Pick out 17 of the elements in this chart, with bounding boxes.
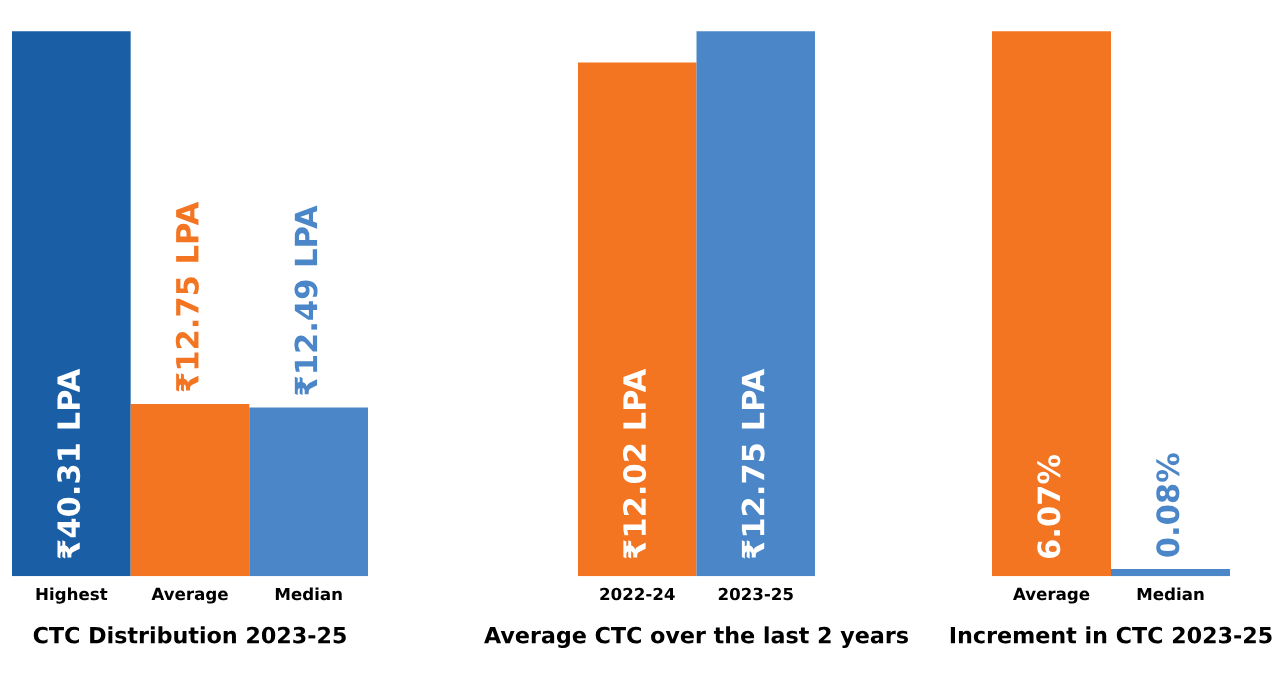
data-label: ₹40.31 LPA (57, 368, 81, 559)
text: Average CTC over the last 2 years (484, 626, 908, 649)
data-label: ₹12.02 LPA (623, 368, 647, 559)
text: Increment in CTC 2023-25 (950, 626, 1272, 644)
data-label: ₹12.75 LPA (175, 201, 199, 392)
x-tick-label: Average (1013, 587, 1090, 604)
x-tick-label: Median (1137, 587, 1204, 601)
x-tick-label: 2023-25 (718, 587, 793, 601)
data-label: 6.07% (1037, 454, 1061, 559)
data-label: 0.08% (1156, 453, 1180, 557)
x-tick-label: 2022-24 (600, 587, 675, 601)
data-label: ₹12.49 LPA (294, 205, 318, 395)
x-tick-label: Average (151, 587, 228, 604)
x-tick-label: Highest (36, 587, 108, 604)
text: CTC Distribution 2023-25 (33, 626, 346, 644)
x-tick-label: Median (275, 587, 342, 601)
data-label: ₹12.75 LPA (741, 368, 765, 559)
